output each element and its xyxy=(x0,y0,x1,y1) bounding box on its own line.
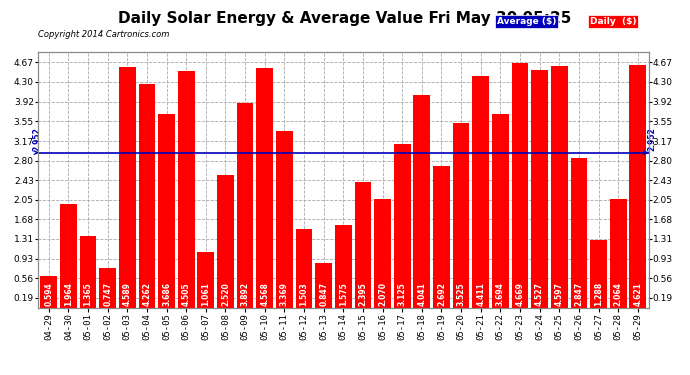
Bar xyxy=(178,71,195,308)
Bar xyxy=(453,123,469,308)
Bar xyxy=(374,199,391,308)
Text: 1.575: 1.575 xyxy=(339,283,348,306)
Bar xyxy=(158,114,175,308)
Bar xyxy=(257,68,273,308)
Text: 1.288: 1.288 xyxy=(594,282,603,306)
Text: 0.747: 0.747 xyxy=(103,282,112,306)
Text: 1.503: 1.503 xyxy=(299,283,308,306)
Text: 1.061: 1.061 xyxy=(201,283,210,306)
Text: 3.694: 3.694 xyxy=(496,283,505,306)
Bar xyxy=(512,63,529,308)
Text: 2.847: 2.847 xyxy=(574,282,584,306)
Bar xyxy=(610,199,627,308)
Text: 4.568: 4.568 xyxy=(260,283,269,306)
Text: 3.525: 3.525 xyxy=(457,283,466,306)
Bar xyxy=(335,225,352,308)
Text: 4.527: 4.527 xyxy=(535,283,544,306)
Text: 2.952: 2.952 xyxy=(647,127,656,150)
Bar xyxy=(295,229,313,308)
Bar xyxy=(197,252,214,308)
Text: 4.621: 4.621 xyxy=(633,283,642,306)
Text: 0.594: 0.594 xyxy=(44,283,53,306)
Text: 4.262: 4.262 xyxy=(142,283,151,306)
Text: 3.686: 3.686 xyxy=(162,282,171,306)
Bar xyxy=(237,103,253,308)
Bar xyxy=(99,268,116,308)
Text: 3.369: 3.369 xyxy=(280,283,289,306)
Bar xyxy=(79,236,97,308)
Bar xyxy=(629,65,646,308)
Text: 2.952: 2.952 xyxy=(32,127,41,150)
Bar xyxy=(551,66,568,308)
Text: 2.395: 2.395 xyxy=(358,283,367,306)
Text: Daily Solar Energy & Average Value Fri May 30 05:25: Daily Solar Energy & Average Value Fri M… xyxy=(118,11,572,26)
Bar xyxy=(139,84,155,308)
Bar xyxy=(531,70,548,308)
Bar xyxy=(590,240,607,308)
Text: 2.070: 2.070 xyxy=(378,282,387,306)
Text: 2.064: 2.064 xyxy=(613,283,622,306)
Bar xyxy=(355,182,371,308)
Bar xyxy=(413,96,430,308)
Bar xyxy=(217,175,234,308)
Bar xyxy=(473,76,489,308)
Text: 3.892: 3.892 xyxy=(241,282,250,306)
Text: 1.365: 1.365 xyxy=(83,283,92,306)
Bar xyxy=(394,144,411,308)
Bar xyxy=(571,158,587,308)
Bar xyxy=(492,114,509,308)
Text: 4.669: 4.669 xyxy=(515,283,524,306)
Text: 4.505: 4.505 xyxy=(181,283,190,306)
Text: 3.125: 3.125 xyxy=(397,283,406,306)
Text: Copyright 2014 Cartronics.com: Copyright 2014 Cartronics.com xyxy=(38,30,169,39)
Bar xyxy=(315,263,332,308)
Text: 2.520: 2.520 xyxy=(221,283,230,306)
Bar xyxy=(60,204,77,308)
Text: 4.411: 4.411 xyxy=(476,283,485,306)
Text: Daily  ($): Daily ($) xyxy=(590,17,636,26)
Bar xyxy=(119,67,136,308)
Text: Average ($): Average ($) xyxy=(497,17,556,26)
Bar xyxy=(276,131,293,308)
Text: 1.964: 1.964 xyxy=(64,283,73,306)
Bar xyxy=(433,166,450,308)
Bar xyxy=(41,276,57,308)
Text: 0.847: 0.847 xyxy=(319,282,328,306)
Text: 4.597: 4.597 xyxy=(555,283,564,306)
Text: 4.589: 4.589 xyxy=(123,283,132,306)
Text: 4.041: 4.041 xyxy=(417,283,426,306)
Text: 2.692: 2.692 xyxy=(437,283,446,306)
